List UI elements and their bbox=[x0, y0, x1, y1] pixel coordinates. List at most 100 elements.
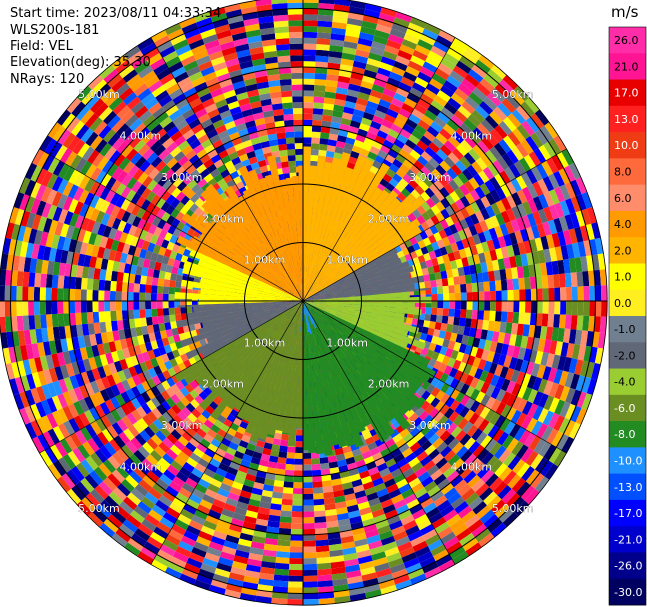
noise-gate bbox=[374, 457, 386, 467]
noise-gate bbox=[503, 135, 516, 150]
noise-gate bbox=[191, 546, 207, 558]
noise-gate bbox=[559, 401, 571, 418]
noise-gate bbox=[235, 470, 247, 480]
noise-gate bbox=[480, 329, 488, 340]
noise-gate bbox=[424, 161, 436, 173]
noise-gate bbox=[505, 268, 513, 280]
noise-gate bbox=[399, 163, 410, 174]
noise-gate bbox=[383, 113, 396, 124]
noise-gate bbox=[410, 270, 418, 278]
noise-gate bbox=[377, 573, 394, 584]
noise-gate bbox=[407, 530, 423, 542]
noise-gate bbox=[523, 432, 537, 448]
noise-gate bbox=[409, 503, 423, 515]
noise-gate bbox=[203, 520, 218, 531]
noise-gate bbox=[343, 40, 358, 50]
noise-gate bbox=[490, 189, 502, 203]
noise-gate bbox=[512, 243, 521, 256]
noise-gate bbox=[440, 270, 448, 280]
noise-gate bbox=[243, 575, 260, 585]
noise-gate bbox=[404, 183, 415, 194]
noise-gate bbox=[443, 102, 458, 115]
noise-gate bbox=[233, 475, 246, 485]
noise-gate bbox=[225, 497, 238, 507]
noise-gate bbox=[558, 370, 569, 386]
noise-gate bbox=[318, 3, 335, 11]
noise-gate bbox=[477, 231, 487, 244]
noise-gate bbox=[483, 491, 498, 506]
noise-gate bbox=[432, 264, 441, 274]
noise-gate bbox=[514, 358, 524, 372]
noise-gate bbox=[553, 314, 561, 328]
noise-gate bbox=[327, 532, 341, 540]
noise-gate bbox=[406, 169, 417, 180]
noise-gate bbox=[468, 148, 481, 162]
noise-gate bbox=[270, 497, 283, 505]
noise-gate bbox=[285, 463, 295, 471]
noise-gate bbox=[554, 399, 566, 416]
noise-gate bbox=[323, 497, 336, 505]
noise-gate bbox=[423, 320, 431, 328]
noise-gate bbox=[568, 329, 577, 345]
noise-gate bbox=[575, 375, 586, 392]
noise-gate bbox=[439, 461, 452, 474]
noise-gate bbox=[284, 475, 294, 483]
noise-gate bbox=[133, 283, 141, 293]
noise-gate bbox=[414, 406, 425, 417]
noise-gate bbox=[476, 123, 490, 137]
noise-gate bbox=[315, 533, 329, 541]
noise-gate bbox=[411, 108, 425, 120]
noise-gate bbox=[219, 551, 235, 561]
noise-gate bbox=[498, 120, 513, 136]
noise-gate bbox=[382, 541, 398, 552]
noise-gate bbox=[208, 584, 226, 595]
noise-gate bbox=[392, 173, 403, 183]
noise-gate bbox=[277, 539, 291, 547]
noise-gate bbox=[559, 200, 571, 217]
noise-gate bbox=[474, 368, 484, 380]
noise-gate bbox=[416, 215, 426, 225]
noise-gate bbox=[545, 353, 555, 368]
noise-gate bbox=[435, 211, 445, 223]
noise-gate bbox=[200, 525, 215, 536]
noise-gate bbox=[312, 119, 322, 127]
noise-gate bbox=[497, 102, 512, 118]
noise-gate bbox=[479, 406, 491, 419]
noise-gate bbox=[413, 160, 425, 171]
noise-gate bbox=[417, 492, 431, 504]
noise-gate bbox=[411, 82, 426, 94]
noise-gate bbox=[389, 428, 400, 439]
noise-gate bbox=[565, 286, 573, 301]
noise-gate bbox=[81, 312, 88, 325]
noise-gate bbox=[335, 453, 346, 462]
noise-gate bbox=[468, 224, 478, 237]
noise-gate bbox=[392, 158, 403, 169]
noise-gate bbox=[431, 351, 440, 361]
noise-gate bbox=[398, 178, 409, 188]
noise-gate bbox=[396, 457, 409, 469]
noise-gate bbox=[460, 309, 467, 319]
noise-gate bbox=[440, 482, 454, 496]
noise-gate bbox=[247, 558, 262, 567]
noise-gate bbox=[267, 520, 280, 528]
noise-gate bbox=[553, 170, 565, 187]
noise-gate bbox=[387, 463, 400, 474]
noise-gate bbox=[461, 335, 469, 345]
noise-gate bbox=[426, 125, 440, 138]
noise-gate bbox=[329, 466, 340, 475]
noise-gate bbox=[548, 204, 559, 220]
noise-gate bbox=[363, 455, 375, 465]
noise-gate bbox=[499, 366, 509, 379]
noise-gate bbox=[521, 186, 533, 202]
noise-gate bbox=[548, 397, 560, 413]
noise-gate bbox=[514, 334, 523, 348]
noise-gate bbox=[287, 587, 303, 594]
noise-gate bbox=[303, 137, 312, 144]
noise-gate bbox=[324, 156, 334, 164]
noise-gate bbox=[585, 361, 595, 379]
noise-gate bbox=[455, 258, 464, 269]
noise-gate bbox=[554, 341, 564, 356]
noise-gate bbox=[506, 311, 514, 324]
noise-gate bbox=[554, 384, 565, 400]
noise-gate bbox=[214, 524, 229, 535]
